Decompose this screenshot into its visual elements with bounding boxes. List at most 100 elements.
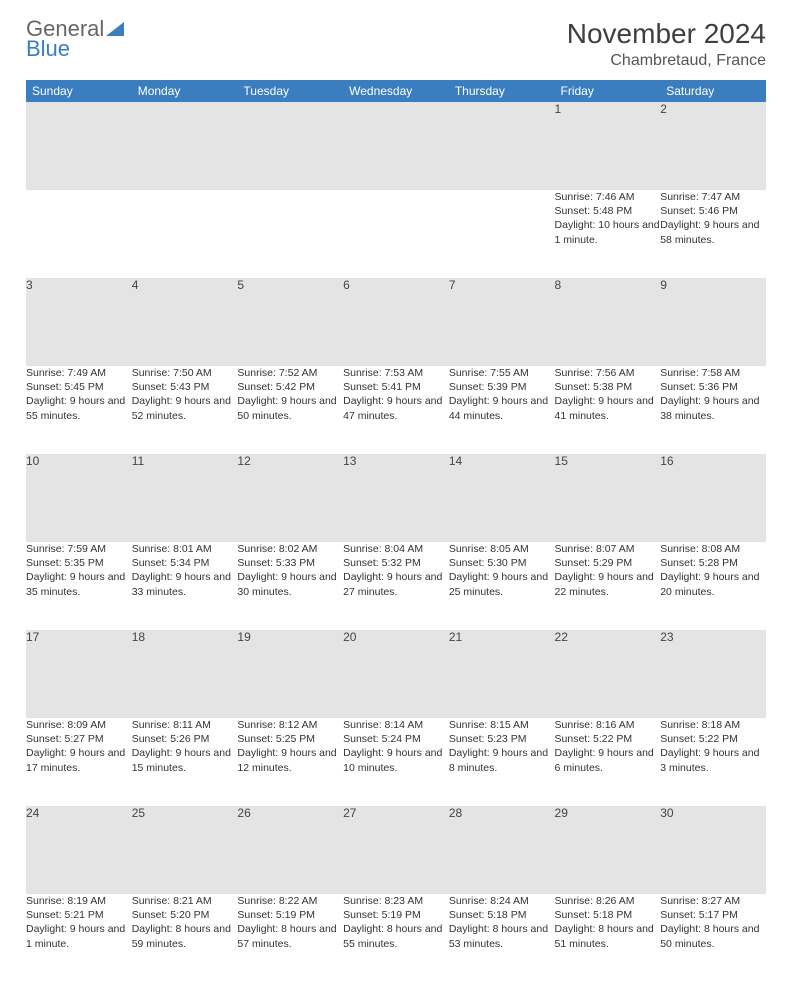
logo-line2: Blue	[26, 38, 124, 60]
month-title: November 2024	[567, 18, 766, 50]
sunset-text: Sunset: 5:19 PM	[343, 908, 449, 922]
day-number: 14	[449, 454, 555, 542]
daylight-text: Daylight: 9 hours and 58 minutes.	[660, 218, 766, 246]
sunrise-text: Sunrise: 7:53 AM	[343, 366, 449, 380]
sunset-text: Sunset: 5:24 PM	[343, 732, 449, 746]
daylight-text: Daylight: 9 hours and 22 minutes.	[555, 570, 661, 598]
day-cell: Sunrise: 8:22 AMSunset: 5:19 PMDaylight:…	[237, 894, 343, 982]
content-row: Sunrise: 8:19 AMSunset: 5:21 PMDaylight:…	[26, 894, 766, 982]
day-number: 12	[237, 454, 343, 542]
sunrise-text: Sunrise: 7:56 AM	[555, 366, 661, 380]
daylight-text: Daylight: 9 hours and 47 minutes.	[343, 394, 449, 422]
weekday-header-row: Sunday Monday Tuesday Wednesday Thursday…	[26, 80, 766, 102]
sunset-text: Sunset: 5:35 PM	[26, 556, 132, 570]
day-cell: Sunrise: 8:27 AMSunset: 5:17 PMDaylight:…	[660, 894, 766, 982]
sunset-text: Sunset: 5:19 PM	[237, 908, 343, 922]
day-number: 24	[26, 806, 132, 894]
daylight-text: Daylight: 8 hours and 57 minutes.	[237, 922, 343, 950]
sunrise-text: Sunrise: 7:50 AM	[132, 366, 238, 380]
sunset-text: Sunset: 5:42 PM	[237, 380, 343, 394]
sunrise-text: Sunrise: 8:26 AM	[555, 894, 661, 908]
calendar-page: General Blue November 2024 Chambretaud, …	[0, 0, 792, 992]
day-cell: Sunrise: 8:16 AMSunset: 5:22 PMDaylight:…	[555, 718, 661, 806]
location: Chambretaud, France	[567, 52, 766, 70]
sunrise-text: Sunrise: 8:15 AM	[449, 718, 555, 732]
sunset-text: Sunset: 5:26 PM	[132, 732, 238, 746]
sunrise-text: Sunrise: 8:04 AM	[343, 542, 449, 556]
daylight-text: Daylight: 9 hours and 41 minutes.	[555, 394, 661, 422]
day-cell: Sunrise: 8:07 AMSunset: 5:29 PMDaylight:…	[555, 542, 661, 630]
day-number: 23	[660, 630, 766, 718]
content-row: Sunrise: 7:49 AMSunset: 5:45 PMDaylight:…	[26, 366, 766, 454]
daynum-row: 17181920212223	[26, 630, 766, 718]
weekday-header: Tuesday	[237, 80, 343, 102]
content-row: Sunrise: 8:09 AMSunset: 5:27 PMDaylight:…	[26, 718, 766, 806]
daylight-text: Daylight: 9 hours and 55 minutes.	[26, 394, 132, 422]
day-cell: Sunrise: 8:15 AMSunset: 5:23 PMDaylight:…	[449, 718, 555, 806]
sunrise-text: Sunrise: 7:58 AM	[660, 366, 766, 380]
calendar-table: Sunday Monday Tuesday Wednesday Thursday…	[26, 80, 766, 982]
daylight-text: Daylight: 9 hours and 35 minutes.	[26, 570, 132, 598]
day-cell: Sunrise: 7:52 AMSunset: 5:42 PMDaylight:…	[237, 366, 343, 454]
day-cell: Sunrise: 8:05 AMSunset: 5:30 PMDaylight:…	[449, 542, 555, 630]
day-number: 11	[132, 454, 238, 542]
day-number	[449, 102, 555, 190]
day-cell: Sunrise: 8:02 AMSunset: 5:33 PMDaylight:…	[237, 542, 343, 630]
sunset-text: Sunset: 5:33 PM	[237, 556, 343, 570]
day-cell	[449, 190, 555, 278]
sunrise-text: Sunrise: 8:22 AM	[237, 894, 343, 908]
daylight-text: Daylight: 9 hours and 27 minutes.	[343, 570, 449, 598]
daynum-row: 3456789	[26, 278, 766, 366]
daylight-text: Daylight: 8 hours and 51 minutes.	[555, 922, 661, 950]
sunset-text: Sunset: 5:32 PM	[343, 556, 449, 570]
sunset-text: Sunset: 5:23 PM	[449, 732, 555, 746]
day-cell: Sunrise: 7:47 AMSunset: 5:46 PMDaylight:…	[660, 190, 766, 278]
weekday-header: Saturday	[660, 80, 766, 102]
sunset-text: Sunset: 5:48 PM	[555, 204, 661, 218]
day-cell: Sunrise: 8:21 AMSunset: 5:20 PMDaylight:…	[132, 894, 238, 982]
sunset-text: Sunset: 5:20 PM	[132, 908, 238, 922]
day-cell: Sunrise: 7:53 AMSunset: 5:41 PMDaylight:…	[343, 366, 449, 454]
sunset-text: Sunset: 5:22 PM	[555, 732, 661, 746]
header: General Blue November 2024 Chambretaud, …	[26, 18, 766, 70]
day-cell: Sunrise: 8:04 AMSunset: 5:32 PMDaylight:…	[343, 542, 449, 630]
sunset-text: Sunset: 5:45 PM	[26, 380, 132, 394]
daylight-text: Daylight: 9 hours and 52 minutes.	[132, 394, 238, 422]
sunset-text: Sunset: 5:41 PM	[343, 380, 449, 394]
day-cell: Sunrise: 8:26 AMSunset: 5:18 PMDaylight:…	[555, 894, 661, 982]
sunrise-text: Sunrise: 7:55 AM	[449, 366, 555, 380]
day-number: 13	[343, 454, 449, 542]
day-cell: Sunrise: 7:46 AMSunset: 5:48 PMDaylight:…	[555, 190, 661, 278]
day-number: 20	[343, 630, 449, 718]
daylight-text: Daylight: 9 hours and 1 minute.	[26, 922, 132, 950]
daynum-row: 12	[26, 102, 766, 190]
day-number: 30	[660, 806, 766, 894]
sunset-text: Sunset: 5:21 PM	[26, 908, 132, 922]
content-row: Sunrise: 7:46 AMSunset: 5:48 PMDaylight:…	[26, 190, 766, 278]
daylight-text: Daylight: 8 hours and 59 minutes.	[132, 922, 238, 950]
day-number: 5	[237, 278, 343, 366]
sail-icon	[106, 22, 124, 36]
sunrise-text: Sunrise: 8:09 AM	[26, 718, 132, 732]
sunrise-text: Sunrise: 8:19 AM	[26, 894, 132, 908]
sunset-text: Sunset: 5:36 PM	[660, 380, 766, 394]
day-number	[343, 102, 449, 190]
day-cell	[237, 190, 343, 278]
calendar-body: 12Sunrise: 7:46 AMSunset: 5:48 PMDayligh…	[26, 102, 766, 982]
daylight-text: Daylight: 9 hours and 8 minutes.	[449, 746, 555, 774]
sunset-text: Sunset: 5:25 PM	[237, 732, 343, 746]
day-cell: Sunrise: 8:09 AMSunset: 5:27 PMDaylight:…	[26, 718, 132, 806]
daylight-text: Daylight: 9 hours and 15 minutes.	[132, 746, 238, 774]
day-cell: Sunrise: 7:50 AMSunset: 5:43 PMDaylight:…	[132, 366, 238, 454]
day-cell: Sunrise: 7:56 AMSunset: 5:38 PMDaylight:…	[555, 366, 661, 454]
day-number: 18	[132, 630, 238, 718]
daynum-row: 10111213141516	[26, 454, 766, 542]
daylight-text: Daylight: 9 hours and 6 minutes.	[555, 746, 661, 774]
sunrise-text: Sunrise: 7:46 AM	[555, 190, 661, 204]
day-number: 10	[26, 454, 132, 542]
day-cell: Sunrise: 7:58 AMSunset: 5:36 PMDaylight:…	[660, 366, 766, 454]
daylight-text: Daylight: 9 hours and 3 minutes.	[660, 746, 766, 774]
sunrise-text: Sunrise: 8:08 AM	[660, 542, 766, 556]
sunrise-text: Sunrise: 7:59 AM	[26, 542, 132, 556]
day-cell: Sunrise: 7:49 AMSunset: 5:45 PMDaylight:…	[26, 366, 132, 454]
